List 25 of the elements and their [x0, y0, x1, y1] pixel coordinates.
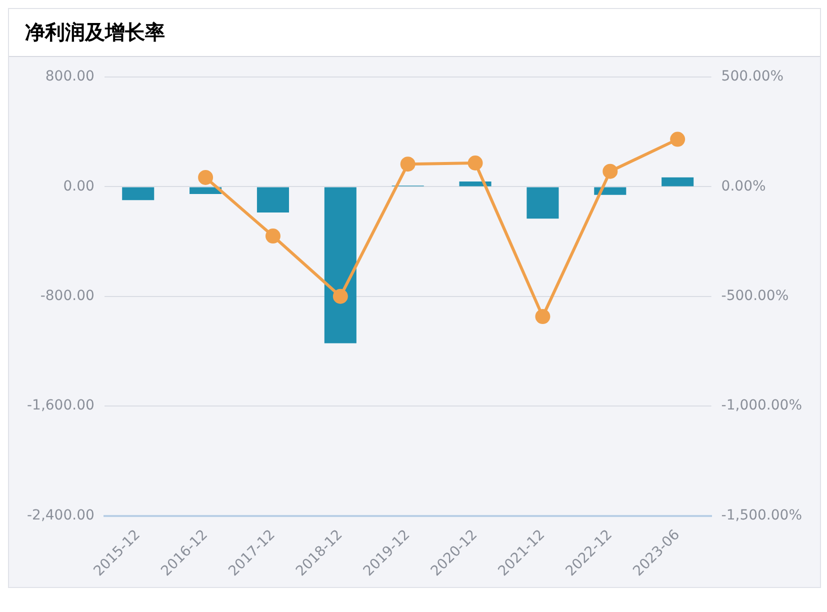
point — [468, 155, 483, 170]
y2-tick-label: -1,000.00% — [721, 398, 802, 414]
y2-tick-label: -1,500.00% — [721, 507, 802, 524]
y2-tick-label: 0.00% — [721, 178, 766, 194]
point — [198, 170, 214, 185]
point — [332, 288, 348, 304]
y-tick-label: 800.00 — [45, 68, 94, 85]
y-tick-label: -2,400.00 — [26, 507, 94, 524]
point — [400, 156, 416, 172]
y-tick-label: -800.00 — [40, 288, 94, 304]
bar — [526, 187, 559, 219]
bar — [662, 177, 694, 186]
point — [670, 132, 686, 147]
chart-title: 净利润及增长率 — [9, 9, 820, 57]
bar — [256, 187, 289, 212]
bar — [122, 187, 154, 200]
point — [265, 228, 280, 244]
y2-tick-label: 500.00% — [721, 68, 784, 85]
y-tick-label: -1,600.00 — [26, 398, 94, 414]
point — [535, 309, 550, 324]
bar — [324, 187, 356, 344]
point — [602, 164, 618, 179]
y2-tick-label: -500.00% — [721, 288, 789, 304]
bar — [190, 187, 222, 194]
y-tick-label: 0.00 — [63, 178, 94, 194]
